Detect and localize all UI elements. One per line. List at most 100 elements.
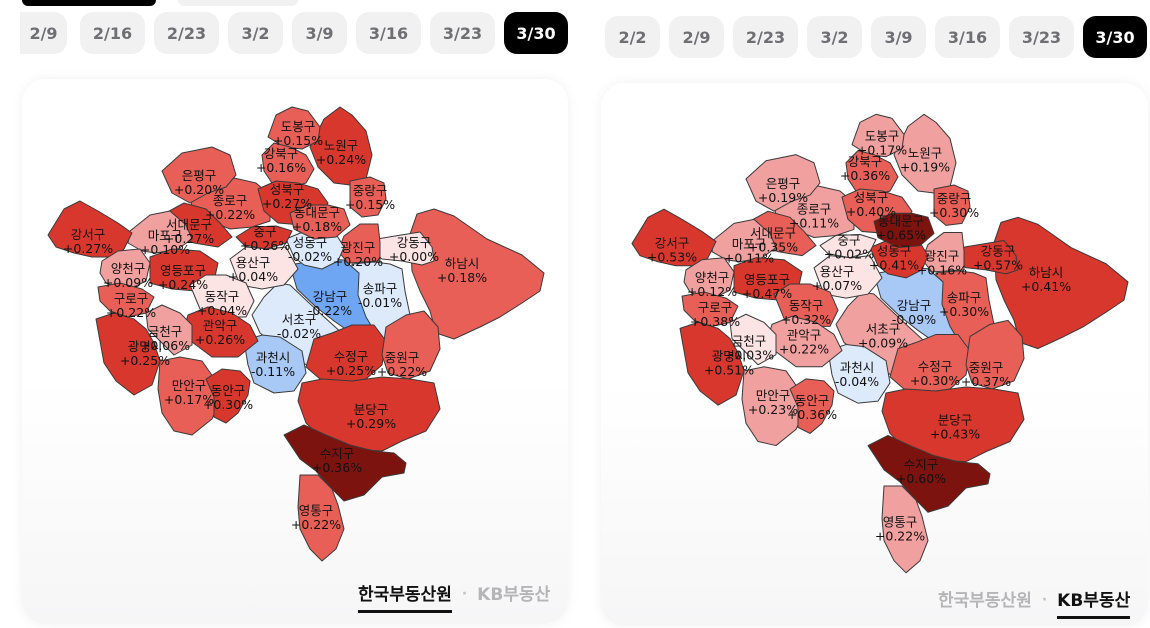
district-gwangmyeong[interactable] xyxy=(679,321,745,406)
district-value-yeongtong: +0.22% xyxy=(291,517,341,532)
date-chip[interactable]: 3/2 xyxy=(807,16,862,58)
district-manan[interactable] xyxy=(741,366,807,447)
date-chip-active[interactable]: 3/30 xyxy=(1083,16,1147,58)
date-chip[interactable]: 3/2 xyxy=(228,12,283,54)
source-tab-reb[interactable]: 한국부동산원 xyxy=(358,580,452,613)
district-value-yeongdeungpo: +0.24% xyxy=(158,277,208,292)
district-hanam[interactable] xyxy=(993,216,1129,350)
district-manan[interactable] xyxy=(157,356,223,436)
district-yangcheon[interactable] xyxy=(683,257,735,301)
district-label-dongdaemun: 동대문구 xyxy=(878,213,924,228)
district-value-seocho: +0.09% xyxy=(858,335,908,350)
district-hanam[interactable] xyxy=(409,208,545,340)
district-label-jongno: 종로구 xyxy=(797,201,832,216)
district-gangbuk[interactable] xyxy=(845,150,899,198)
source-tab-kb[interactable]: KB부동산 xyxy=(477,584,551,605)
district-label-dongan: 동안구 xyxy=(211,383,246,398)
district-value-bundang: +0.29% xyxy=(346,416,396,431)
district-dongdaemun[interactable] xyxy=(289,204,351,240)
date-chip[interactable]: 3/23 xyxy=(430,12,495,54)
seoul-metro-map: 하남시+0.41%강동구+0.57%송파구+0.30%강남구-0.09%서초구+… xyxy=(631,113,1129,574)
district-gangbuk[interactable] xyxy=(261,142,315,190)
district-label-yeongtong: 영통구 xyxy=(883,514,918,529)
district-value-gwangmyeong: +0.51% xyxy=(704,363,754,378)
district-jungnang[interactable] xyxy=(933,184,971,226)
date-chip[interactable]: 3/16 xyxy=(935,16,1000,58)
district-gangseo[interactable] xyxy=(47,200,133,258)
district-value-jungwon: +0.22% xyxy=(377,364,427,379)
district-yangcheon[interactable] xyxy=(99,248,151,292)
district-yeongtong[interactable] xyxy=(881,485,929,574)
district-label-sujeong: 수정구 xyxy=(918,359,953,374)
district-geumcheon[interactable] xyxy=(145,304,193,356)
district-value-gwangmyeong: +0.25% xyxy=(120,353,170,368)
district-value-nowon: +0.19% xyxy=(900,160,950,175)
district-label-jongno: 종로구 xyxy=(213,193,248,208)
district-sujeong[interactable] xyxy=(305,324,387,384)
date-chip[interactable]: 3/9 xyxy=(292,12,347,54)
district-jungwon[interactable] xyxy=(381,310,441,380)
date-chip[interactable]: 3/23 xyxy=(1009,16,1074,58)
district-value-gangseo: +0.27% xyxy=(63,241,113,256)
date-chip[interactable]: 3/16 xyxy=(356,12,421,54)
district-label-guro: 구로구 xyxy=(114,291,149,306)
district-label-dongjak: 동작구 xyxy=(789,298,824,313)
district-jungwon[interactable] xyxy=(965,319,1025,390)
district-yeongtong[interactable] xyxy=(297,474,345,562)
date-chip[interactable]: 2/9 xyxy=(20,12,67,54)
district-dongdaemun[interactable] xyxy=(873,212,935,249)
district-value-geumcheon: +0.06% xyxy=(140,338,190,353)
district-value-jungnang: +0.15% xyxy=(345,197,395,212)
date-chip[interactable]: 2/16 xyxy=(80,12,145,54)
district-gwacheon[interactable] xyxy=(243,334,307,394)
district-gwacheon[interactable] xyxy=(827,344,891,404)
district-value-hanam: +0.18% xyxy=(437,270,487,285)
district-jung[interactable] xyxy=(235,225,293,250)
date-chip[interactable]: 2/23 xyxy=(154,12,219,54)
district-suji[interactable] xyxy=(867,434,991,513)
date-chip[interactable]: 2/9 xyxy=(669,16,724,58)
district-value-jungnang: +0.30% xyxy=(929,205,979,220)
district-value-dongdaemun: +0.65% xyxy=(876,227,926,242)
district-mapo[interactable] xyxy=(127,210,193,254)
district-value-jung: +0.26% xyxy=(240,238,290,253)
district-geumcheon[interactable] xyxy=(729,313,777,366)
district-nowon[interactable] xyxy=(309,106,373,186)
district-label-nowon: 노원구 xyxy=(908,146,943,161)
district-label-songpa: 송파구 xyxy=(363,281,398,296)
district-value-yangcheon: +0.12% xyxy=(687,284,737,299)
district-label-jungnang: 중랑구 xyxy=(937,191,972,206)
district-sujeong[interactable] xyxy=(889,333,971,394)
district-value-yongsan: +0.07% xyxy=(812,278,862,293)
date-chip-active[interactable]: 3/30 xyxy=(504,12,568,54)
district-label-yongsan: 용산구 xyxy=(820,264,855,279)
district-value-dongan: +0.30% xyxy=(203,397,253,412)
district-label-mapo: 마포구 xyxy=(732,237,767,252)
district-label-gwangjin: 광진구 xyxy=(341,240,376,255)
district-value-seocho: -0.02% xyxy=(277,326,321,341)
district-eunpyeong[interactable] xyxy=(745,154,821,212)
district-label-gwacheon: 과천시 xyxy=(840,360,875,375)
district-label-gangnam: 강남구 xyxy=(313,289,348,304)
district-label-geumcheon: 금천구 xyxy=(732,334,767,349)
district-nowon[interactable] xyxy=(893,113,957,194)
date-chip[interactable]: 3/9 xyxy=(871,16,926,58)
district-jung[interactable] xyxy=(819,233,877,259)
district-mapo[interactable] xyxy=(711,218,777,263)
source-tab-kb[interactable]: KB부동산 xyxy=(1057,586,1131,619)
district-eunpyeong[interactable] xyxy=(161,146,237,204)
date-chip[interactable]: 2/23 xyxy=(733,16,798,58)
district-value-manan: +0.23% xyxy=(748,402,798,417)
district-jungnang[interactable] xyxy=(349,176,387,218)
district-dongan[interactable] xyxy=(789,378,835,434)
district-dongan[interactable] xyxy=(205,368,251,424)
district-value-gangnam: -0.09% xyxy=(892,312,936,327)
district-suji[interactable] xyxy=(283,424,407,502)
district-value-gangnam: -0.22% xyxy=(308,303,352,318)
source-tab-reb[interactable]: 한국부동산원 xyxy=(938,590,1032,611)
date-chip[interactable]: 2/2 xyxy=(605,16,660,58)
district-gwangmyeong[interactable] xyxy=(95,312,161,396)
district-value-yeongtong: +0.22% xyxy=(875,528,925,543)
district-value-guro: +0.38% xyxy=(690,314,740,329)
district-gangseo[interactable] xyxy=(631,208,717,267)
